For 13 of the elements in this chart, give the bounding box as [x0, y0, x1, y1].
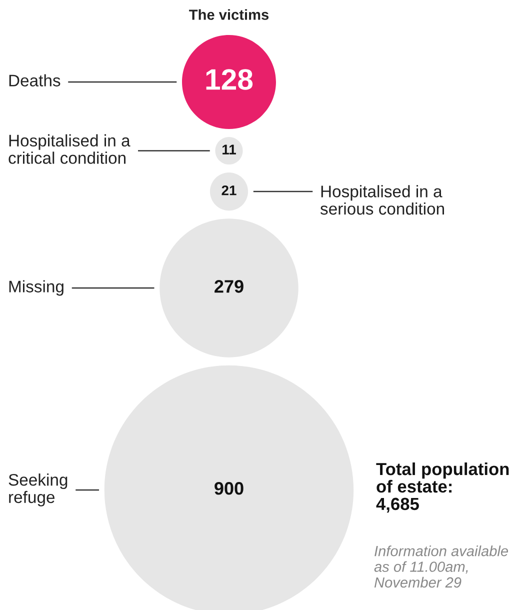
data-label: 21	[222, 185, 236, 196]
category-label: Deaths	[9, 74, 60, 86]
category-label: Hospitalised in a critical condition	[8, 134, 130, 164]
text: Total population of estate: 4,685	[376, 462, 509, 513]
text: The victims	[189, 9, 269, 20]
category-label: Seeking refuge	[8, 474, 68, 506]
text: Information available as of 11.00am, November 29	[374, 545, 508, 588]
data-label: 279	[214, 280, 244, 293]
category-label: Hospitalised in a serious condition	[320, 185, 444, 215]
data-label: 900	[214, 482, 244, 495]
data-label: 11	[222, 144, 236, 154]
data-label: 128	[206, 69, 253, 90]
category-label: Missing	[9, 280, 64, 296]
